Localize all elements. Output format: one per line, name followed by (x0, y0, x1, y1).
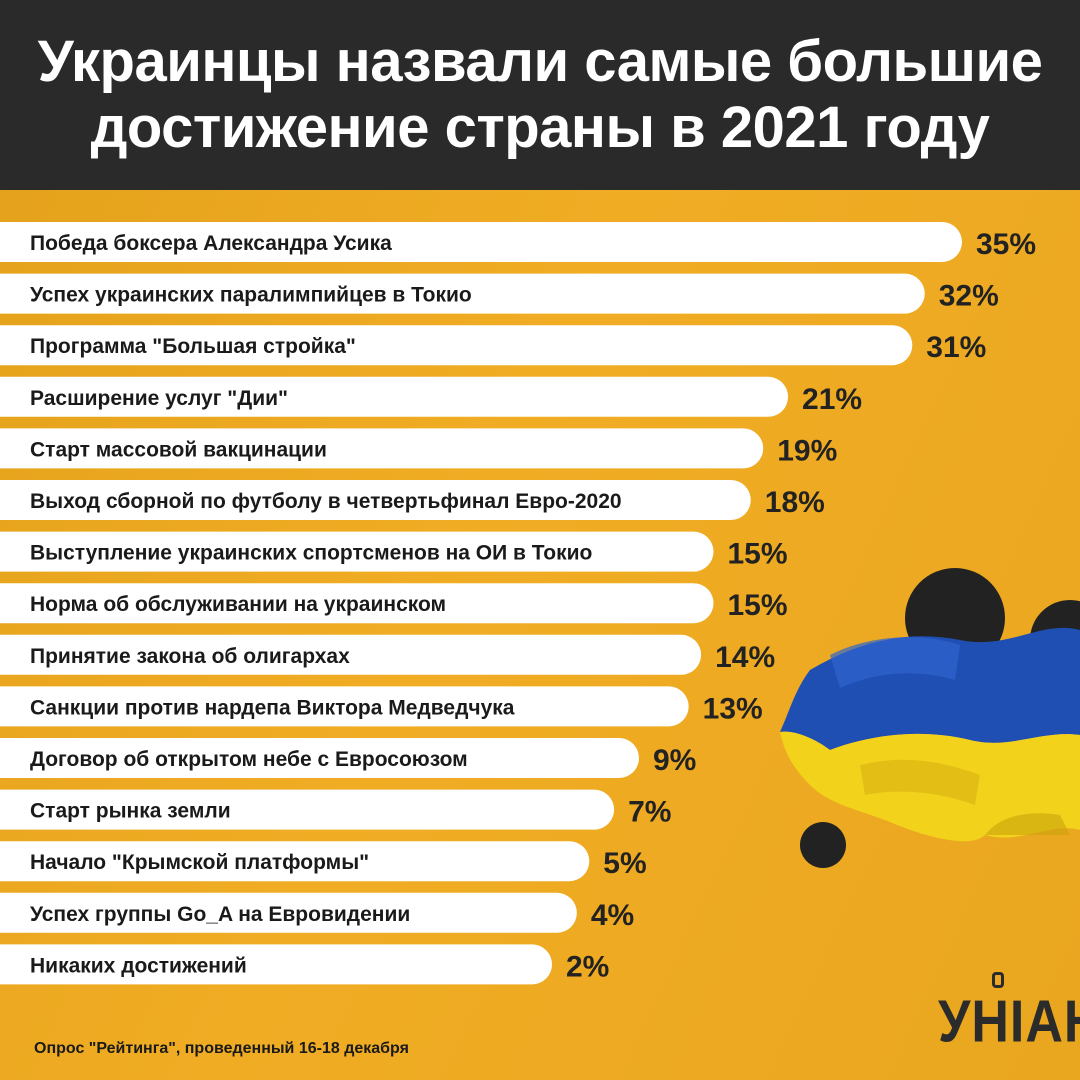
value-label-14: 4% (591, 899, 634, 932)
bar-label-6: Выход сборной по футболу в четвертьфинал… (30, 490, 622, 513)
value-label-4: 21% (802, 383, 862, 416)
decor-circle-small (800, 822, 846, 868)
bar-label-9: Принятие закона об олигархах (30, 645, 350, 668)
bar-6 (0, 480, 751, 520)
bar-label-14: Успех группы Go_A на Евровидении (30, 903, 410, 926)
bar-label-3: Программа "Большая стройка" (30, 335, 356, 358)
source-note: Опрос "Рейтинга", проведенный 16-18 дека… (34, 1040, 409, 1057)
value-label-10: 13% (703, 692, 763, 725)
bar-label-8: Норма об обслуживании на украинском (30, 593, 446, 616)
unian-logo: УНІАН (938, 970, 1080, 1060)
bar-label-10: Санкции против нардепа Виктора Медведчук… (30, 696, 515, 719)
bar-10 (0, 686, 689, 727)
value-label-1: 35% (976, 228, 1036, 261)
title-line-2: достижение страны в 2021 году (90, 95, 990, 160)
bar-11 (0, 738, 639, 778)
bar-label-13: Начало "Крымской платформы" (30, 851, 369, 874)
bar-2 (0, 273, 925, 314)
bar-chart: Победа боксера Александра Усика 35% Успех … (0, 222, 1036, 985)
value-label-6: 18% (765, 486, 825, 519)
bar-label-4: Расширение услуг "Дии" (30, 387, 288, 410)
value-label-5: 19% (777, 434, 837, 467)
header-banner: Украинцы назвали самые большие достижени… (0, 0, 1080, 190)
value-label-15: 2% (566, 950, 609, 983)
value-label-3: 31% (926, 331, 986, 364)
logo-mark-icon (992, 972, 1004, 988)
value-label-12: 7% (628, 796, 671, 829)
value-label-9: 14% (715, 641, 775, 674)
bar-8 (0, 583, 714, 624)
value-label-7: 15% (728, 538, 788, 571)
bar-label-2: Успех украинских паралимпийцев в Токио (30, 284, 472, 307)
bar-14 (0, 892, 577, 933)
value-label-11: 9% (653, 744, 696, 777)
bar-label-11: Договор об открытом небе с Евросоюзом (30, 748, 468, 771)
title-line-1: Украинцы назвали самые большие (37, 29, 1043, 94)
value-label-8: 15% (728, 589, 788, 622)
value-label-13: 5% (603, 847, 646, 880)
value-label-2: 32% (939, 280, 999, 313)
logo-text: УНІАН (938, 988, 1080, 1056)
bar-13 (0, 841, 590, 882)
bar-1 (0, 222, 962, 262)
bar-9 (0, 634, 702, 675)
ukraine-flag-icon (780, 627, 1080, 842)
bar-15 (0, 944, 552, 985)
bar-label-5: Старт массовой вакцинации (30, 438, 327, 461)
page-title: Украинцы назвали самые большие достижени… (38, 29, 1043, 161)
bar-7 (0, 531, 714, 572)
bar-label-12: Старт рынка земли (30, 800, 231, 823)
bar-label-15: Никаких достижений (30, 954, 247, 977)
bar-12 (0, 789, 615, 830)
bar-5 (0, 428, 764, 469)
bar-3 (0, 325, 913, 366)
bar-4 (0, 376, 789, 417)
bar-label-1: Победа боксера Александра Усика (30, 232, 392, 255)
bar-label-7: Выступление украинских спортсменов на ОИ… (30, 542, 592, 565)
